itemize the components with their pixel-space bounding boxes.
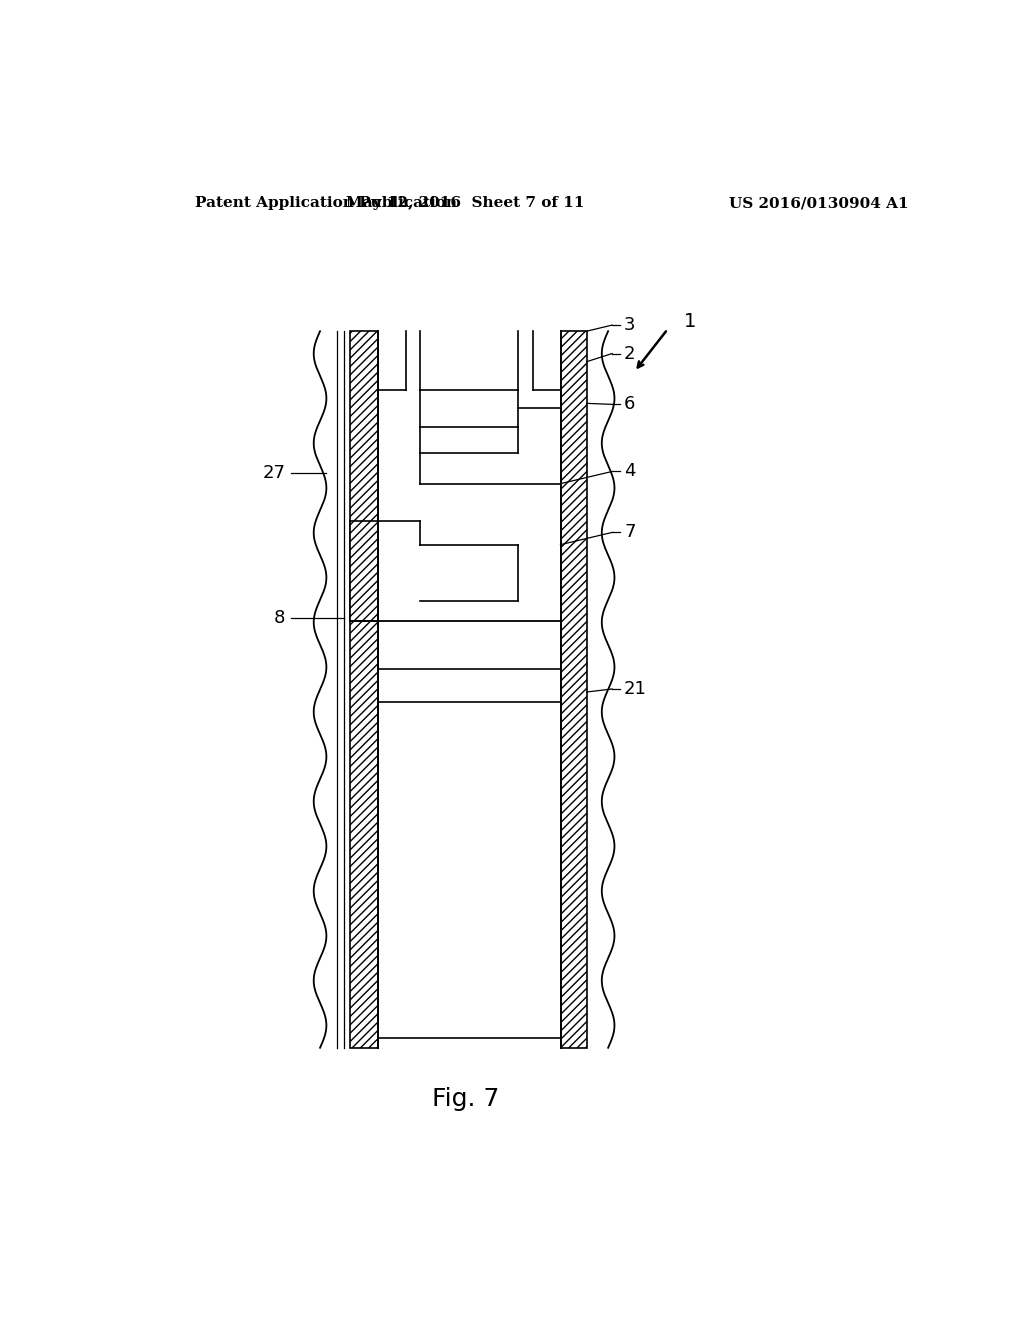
- Text: 7: 7: [624, 524, 636, 541]
- Text: 2: 2: [624, 345, 636, 363]
- Text: 1: 1: [684, 312, 696, 330]
- Bar: [560, 331, 587, 1048]
- Text: May 12, 2016  Sheet 7 of 11: May 12, 2016 Sheet 7 of 11: [346, 197, 585, 210]
- Text: 3: 3: [624, 315, 636, 334]
- Text: 8: 8: [273, 609, 285, 627]
- Bar: [350, 331, 378, 1048]
- Text: 27: 27: [262, 465, 285, 483]
- Bar: [350, 521, 378, 620]
- Text: Fig. 7: Fig. 7: [431, 1086, 499, 1110]
- Text: Patent Application Publication: Patent Application Publication: [196, 197, 458, 210]
- Text: US 2016/0130904 A1: US 2016/0130904 A1: [729, 197, 908, 210]
- Text: 4: 4: [624, 462, 636, 480]
- Text: 21: 21: [624, 680, 647, 698]
- Text: 6: 6: [624, 396, 635, 413]
